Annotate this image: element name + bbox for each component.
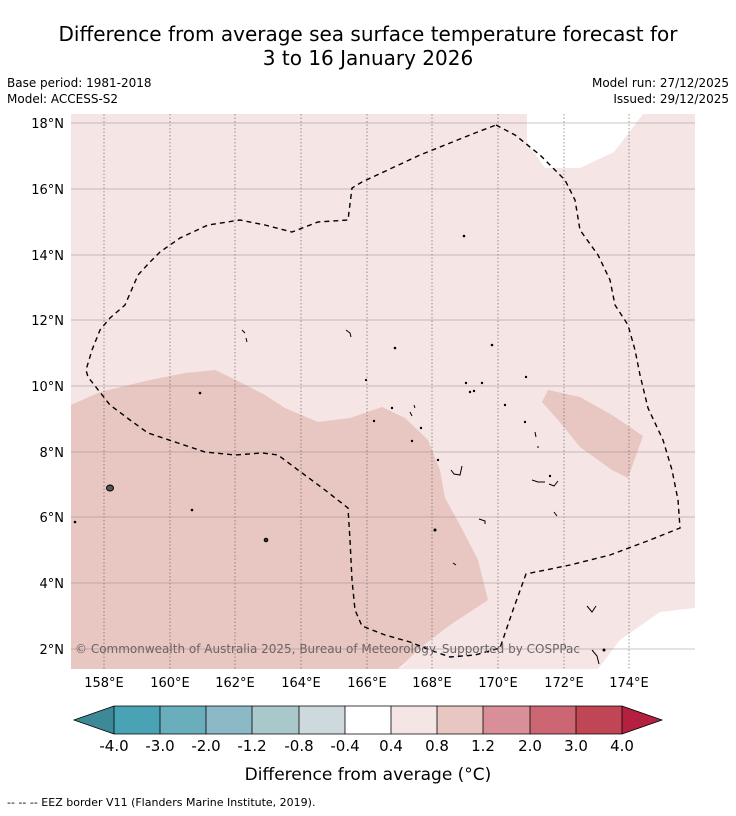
lon-tick: 174°E [609,676,649,691]
colorbar-tick: -0.8 [284,737,313,755]
base-period: Base period: 1981-2018 [7,76,152,90]
islands [73,234,606,665]
colorbar: -4.0 -3.0 -2.0 -1.2 -0.8 -0.4 0.4 0.8 1.… [72,705,664,785]
neutral-zone-south [380,662,410,669]
copyright-text: © Commonwealth of Australia 2025, Bureau… [75,642,580,656]
colorbar-bin [345,706,391,734]
title-line-1: Difference from average sea surface temp… [58,22,678,46]
colorbar-extend-high [622,706,662,734]
map-title: Difference from average sea surface temp… [0,22,736,70]
lat-tick: 14°N [31,249,64,264]
neutral-zone-southeast [598,608,695,669]
colorbar-bin [114,706,160,734]
colorbar-bin [391,706,437,734]
neutral-zone-north [527,114,643,168]
lon-tick: 172°E [544,676,584,691]
map-area: © Commonwealth of Australia 2025, Bureau… [71,114,695,669]
colorbar-tick: 0.4 [379,737,403,755]
colorbar-tick: -3.0 [145,737,174,755]
lon-tick: 164°E [281,676,321,691]
colorbar-bin [483,706,530,734]
lon-tick: 170°E [478,676,518,691]
lon-ticks: 158°E 160°E 162°E 164°E 166°E 168°E 170°… [84,676,649,691]
lat-tick: 6°N [40,511,65,526]
lat-tick: 18°N [31,117,64,132]
colorbar-bin [206,706,252,734]
title-line-2: 3 to 16 January 2026 [262,46,474,70]
colorbar-bin [299,706,345,734]
colorbar-tick: -1.2 [237,737,266,755]
lat-ticks: 18°N 16°N 14°N 12°N 10°N 8°N 6°N 4°N 2°N [31,117,64,658]
graticule-lat [71,122,695,650]
lon-tick: 162°E [215,676,255,691]
model-name: Model: ACCESS-S2 [7,92,119,106]
lon-tick: 166°E [347,676,387,691]
colorbar-tick: 3.0 [564,737,588,755]
colorbar-bin [160,706,206,734]
lat-tick: 8°N [40,446,65,461]
eez-footnote: -- -- -- EEZ border V11 (Flanders Marine… [7,796,316,809]
lat-tick: 12°N [31,314,64,329]
colorbar-ticks: -4.0 -3.0 -2.0 -1.2 -0.8 -0.4 0.4 0.8 1.… [99,737,634,755]
anomaly-fill-east [542,390,643,478]
lon-tick: 158°E [84,676,124,691]
eez-border [85,124,681,658]
anomaly-fill-west [71,370,488,669]
colorbar-bin [252,706,299,734]
model-run: Model run: 27/12/2025 [591,76,729,90]
lon-tick: 168°E [412,676,452,691]
meta-left: Base period: 1981-2018 Model: ACCESS-S2 [7,75,152,107]
colorbar-tick: -2.0 [191,737,220,755]
colorbar-bin [437,706,483,734]
colorbar-bin [576,706,622,734]
colorbar-bin [530,706,576,734]
lat-tick: 4°N [40,577,65,592]
colorbar-tick: 2.0 [518,737,542,755]
graticule [103,114,630,669]
colorbar-tick: -0.4 [330,737,359,755]
lat-tick: 2°N [40,643,65,658]
issued-date: Issued: 29/12/2025 [613,92,729,106]
colorbar-tick: 4.0 [610,737,634,755]
lon-tick: 160°E [150,676,190,691]
colorbar-tick: -4.0 [99,737,128,755]
lat-tick: 10°N [31,380,64,395]
colorbar-tick: 0.8 [425,737,449,755]
colorbar-extend-low [74,706,114,734]
colorbar-label: Difference from average (°C) [245,765,492,785]
lat-tick: 16°N [31,183,64,198]
colorbar-tick: 1.2 [471,737,495,755]
meta-right: Model run: 27/12/2025 Issued: 29/12/2025 [592,75,729,107]
